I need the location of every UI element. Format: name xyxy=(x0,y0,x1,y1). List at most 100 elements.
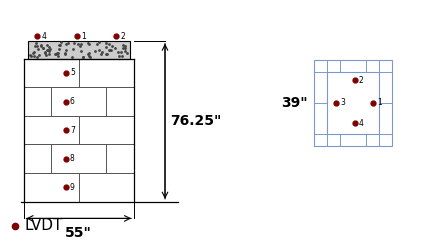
Point xyxy=(37,44,44,48)
Point xyxy=(69,55,76,59)
Point xyxy=(51,52,58,56)
Point xyxy=(43,53,50,57)
Point xyxy=(33,44,40,48)
Text: 1: 1 xyxy=(81,32,86,41)
Point xyxy=(120,46,127,50)
Point xyxy=(108,44,115,48)
Point xyxy=(30,50,37,54)
Text: 1: 1 xyxy=(377,98,382,107)
Point xyxy=(102,41,109,45)
Bar xyxy=(24,116,134,144)
Point xyxy=(28,54,35,58)
Point xyxy=(86,51,93,55)
Point xyxy=(63,42,70,46)
Text: 39": 39" xyxy=(281,96,307,110)
Text: 2: 2 xyxy=(359,76,364,85)
Point xyxy=(116,54,123,58)
Point xyxy=(78,49,85,53)
Point xyxy=(40,46,47,50)
Point xyxy=(64,41,71,44)
Point xyxy=(26,53,33,57)
Point xyxy=(35,53,42,57)
Point xyxy=(47,47,54,51)
Point xyxy=(34,47,41,51)
Point xyxy=(45,49,53,53)
Point xyxy=(77,42,84,46)
Point xyxy=(45,52,53,56)
Point xyxy=(69,47,77,51)
Point xyxy=(45,45,52,49)
Point xyxy=(106,42,113,46)
Point xyxy=(98,50,105,54)
Point xyxy=(44,48,51,51)
Point xyxy=(61,51,68,55)
Point xyxy=(71,41,78,45)
Point xyxy=(86,55,93,59)
Point xyxy=(30,54,37,58)
Point xyxy=(61,52,69,56)
Point xyxy=(96,40,103,44)
Point xyxy=(33,55,40,59)
Point xyxy=(44,48,51,52)
Point xyxy=(32,41,39,45)
Text: 4: 4 xyxy=(41,32,46,41)
Point xyxy=(104,52,111,56)
Point xyxy=(75,41,82,45)
Bar xyxy=(24,144,134,173)
Point xyxy=(62,48,69,51)
Point xyxy=(77,44,84,48)
Point xyxy=(38,43,45,47)
Text: 6: 6 xyxy=(70,97,75,106)
Point xyxy=(85,54,92,58)
Point xyxy=(85,41,92,45)
Bar xyxy=(28,41,129,59)
Text: 4: 4 xyxy=(359,119,364,128)
Point xyxy=(55,51,62,54)
Text: 8: 8 xyxy=(70,154,75,163)
Bar xyxy=(314,60,392,146)
Text: 55": 55" xyxy=(65,225,92,240)
Point xyxy=(121,46,129,50)
Bar xyxy=(24,59,134,87)
Point xyxy=(119,54,126,58)
Point xyxy=(102,52,109,56)
Point xyxy=(41,51,48,54)
Point xyxy=(55,54,62,58)
Point xyxy=(117,51,124,54)
Point xyxy=(56,43,63,47)
Point xyxy=(106,48,113,52)
Point xyxy=(122,49,129,53)
Point xyxy=(85,42,93,46)
Point xyxy=(41,51,48,55)
Text: 2: 2 xyxy=(121,32,125,41)
Point xyxy=(80,55,87,59)
Point xyxy=(53,51,60,55)
Point xyxy=(56,47,63,51)
Text: 9: 9 xyxy=(70,183,75,192)
Bar xyxy=(24,87,134,116)
Text: 76.25": 76.25" xyxy=(170,114,222,128)
Point xyxy=(57,43,64,47)
Bar xyxy=(327,72,379,134)
Point xyxy=(105,48,112,51)
Point xyxy=(32,44,39,48)
Point xyxy=(123,51,130,55)
Text: LVDT: LVDT xyxy=(24,218,63,233)
Text: 5: 5 xyxy=(70,68,75,77)
Text: 3: 3 xyxy=(340,98,345,107)
Point xyxy=(122,44,129,48)
Point xyxy=(98,52,105,56)
Point xyxy=(85,52,92,56)
Point xyxy=(96,48,103,52)
Point xyxy=(91,49,98,53)
Point xyxy=(114,50,121,54)
Point xyxy=(29,51,36,54)
Bar xyxy=(24,173,134,202)
Point xyxy=(80,55,87,59)
Text: 7: 7 xyxy=(70,126,75,135)
Point xyxy=(93,42,101,46)
Point xyxy=(102,45,109,49)
Point xyxy=(112,46,119,50)
Point xyxy=(58,41,65,44)
Point xyxy=(108,48,115,52)
